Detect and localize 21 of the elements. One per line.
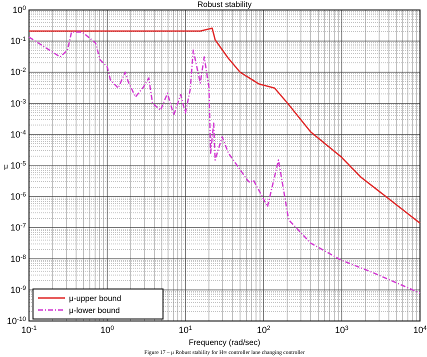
y-tick-label: 10$^{0}$ bbox=[12, 4, 26, 15]
legend-label: μ-upper bound bbox=[69, 294, 122, 303]
y-tick-label: 10$^{-2}$ bbox=[10, 66, 26, 78]
x-axis-title: Frequency (rad/sec) bbox=[188, 338, 261, 347]
x-tick-label: 10$^{1}$ bbox=[178, 324, 193, 335]
x-tick-label: 10$^{3}$ bbox=[335, 324, 350, 335]
x-tick-label: 10$^{2}$ bbox=[256, 324, 271, 335]
y-tick-label: 10$^{-4}$ bbox=[10, 128, 26, 140]
legend-label: μ-lower bound bbox=[69, 306, 120, 315]
y-tick-label: 10$^{-5}$ bbox=[10, 160, 26, 170]
y-tick-label: 10$^{-7}$ bbox=[10, 222, 26, 233]
x-tick-label: 10$^{-1}$ bbox=[21, 324, 38, 335]
y-tick-label: 10$^{-3}$ bbox=[10, 98, 26, 108]
y-tick-label: 10$^{-6}$ bbox=[10, 191, 26, 202]
y-tick-label: 10$^{-10}$ bbox=[6, 316, 26, 326]
y-tick-label: 10$^{-8}$ bbox=[10, 253, 26, 264]
x-tick-label: 10$^{0}$ bbox=[100, 324, 114, 335]
x-tick-label: 10$^{4}$ bbox=[413, 324, 427, 335]
chart-title: Robust stability bbox=[197, 0, 252, 9]
y-tick-label: 10$^{-9}$ bbox=[10, 284, 26, 295]
y-tick-label: 10$^{-1}$ bbox=[10, 36, 26, 46]
